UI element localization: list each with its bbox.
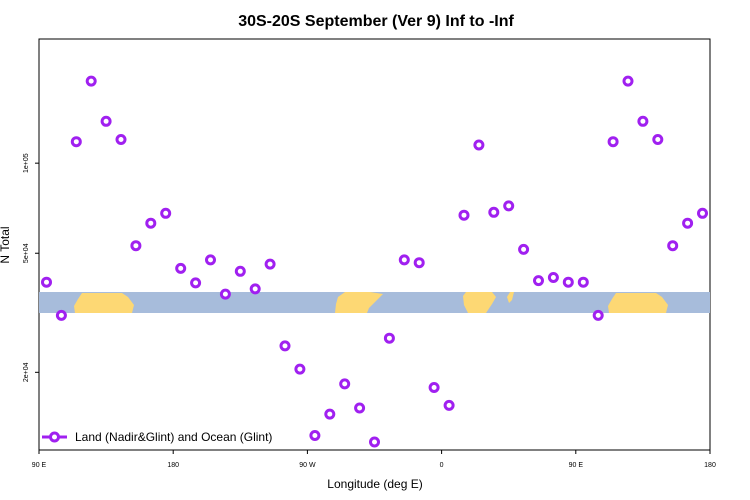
- y-tick-label: 2e+04: [23, 362, 30, 382]
- data-point: [428, 382, 440, 393]
- data-point: [324, 408, 336, 420]
- data-point: [339, 378, 351, 390]
- data-point: [309, 430, 321, 441]
- data-point: [85, 75, 97, 87]
- data-point: [219, 288, 231, 300]
- data-point: [354, 402, 366, 414]
- data-point: [264, 258, 276, 270]
- data-point: [145, 217, 157, 229]
- data-point: [652, 134, 664, 145]
- data-point: [190, 277, 202, 289]
- data-point: [115, 134, 127, 145]
- data-point: [160, 207, 172, 219]
- data-point: [175, 262, 187, 274]
- data-point: [533, 275, 544, 287]
- data-point: [279, 340, 291, 352]
- data-series: [41, 75, 708, 448]
- data-point: [577, 276, 589, 288]
- land-south-america: [335, 292, 383, 313]
- data-point: [249, 283, 261, 295]
- data-point: [547, 272, 559, 283]
- data-point: [562, 276, 574, 288]
- data-point: [458, 209, 470, 221]
- data-point: [383, 332, 395, 344]
- data-point: [697, 207, 708, 219]
- y-tick-label: 5e+04: [23, 243, 30, 263]
- data-point: [488, 206, 500, 218]
- data-point: [369, 436, 380, 448]
- data-point: [518, 243, 530, 255]
- data-point: [398, 254, 410, 266]
- chart-title: 30S-20S September (Ver 9) Inf to -Inf: [238, 13, 514, 30]
- data-point: [503, 200, 515, 212]
- x-tick-label: 90 W: [299, 462, 316, 469]
- data-point: [294, 363, 306, 375]
- data-point: [443, 399, 455, 411]
- data-point: [473, 139, 485, 151]
- y-axis-title: N Total: [0, 226, 12, 263]
- data-point: [70, 136, 82, 148]
- legend-label: Land (Nadir&Glint) and Ocean (Glint): [75, 430, 272, 444]
- x-tick-label: 90 E: [32, 462, 47, 469]
- data-point: [130, 240, 142, 252]
- legend-circle-marker: [49, 431, 60, 443]
- land-africa: [463, 292, 496, 313]
- data-point: [234, 265, 246, 277]
- x-tick-label: 90 E: [569, 462, 584, 469]
- x-axis-title: Longitude (deg E): [327, 477, 422, 491]
- data-point: [55, 309, 67, 321]
- data-point: [592, 309, 604, 321]
- y-tick-label: 1e+05: [23, 153, 30, 173]
- land-madagascar: [507, 292, 514, 303]
- data-point: [41, 276, 52, 288]
- y-axis: 2e+04 5e+04 1e+05: [23, 153, 39, 382]
- data-point: [622, 75, 634, 87]
- land-masses: [74, 292, 668, 313]
- land-australia-left: [74, 293, 134, 313]
- x-axis: 90 E 180 90 W 0 90 E 180: [32, 450, 716, 469]
- plot-area: [38, 38, 711, 451]
- data-point: [100, 115, 112, 127]
- x-tick-label: 0: [440, 462, 444, 469]
- land-australia-right: [608, 293, 668, 313]
- x-tick-label: 180: [704, 462, 716, 469]
- data-point: [682, 217, 694, 229]
- data-point: [205, 254, 216, 266]
- data-point: [413, 257, 425, 269]
- map-strip: [39, 292, 710, 313]
- legend: Land (Nadir&Glint) and Ocean (Glint): [42, 430, 272, 444]
- data-point: [637, 115, 649, 127]
- data-point: [607, 136, 619, 148]
- x-tick-label: 180: [167, 462, 179, 469]
- data-point: [667, 240, 679, 252]
